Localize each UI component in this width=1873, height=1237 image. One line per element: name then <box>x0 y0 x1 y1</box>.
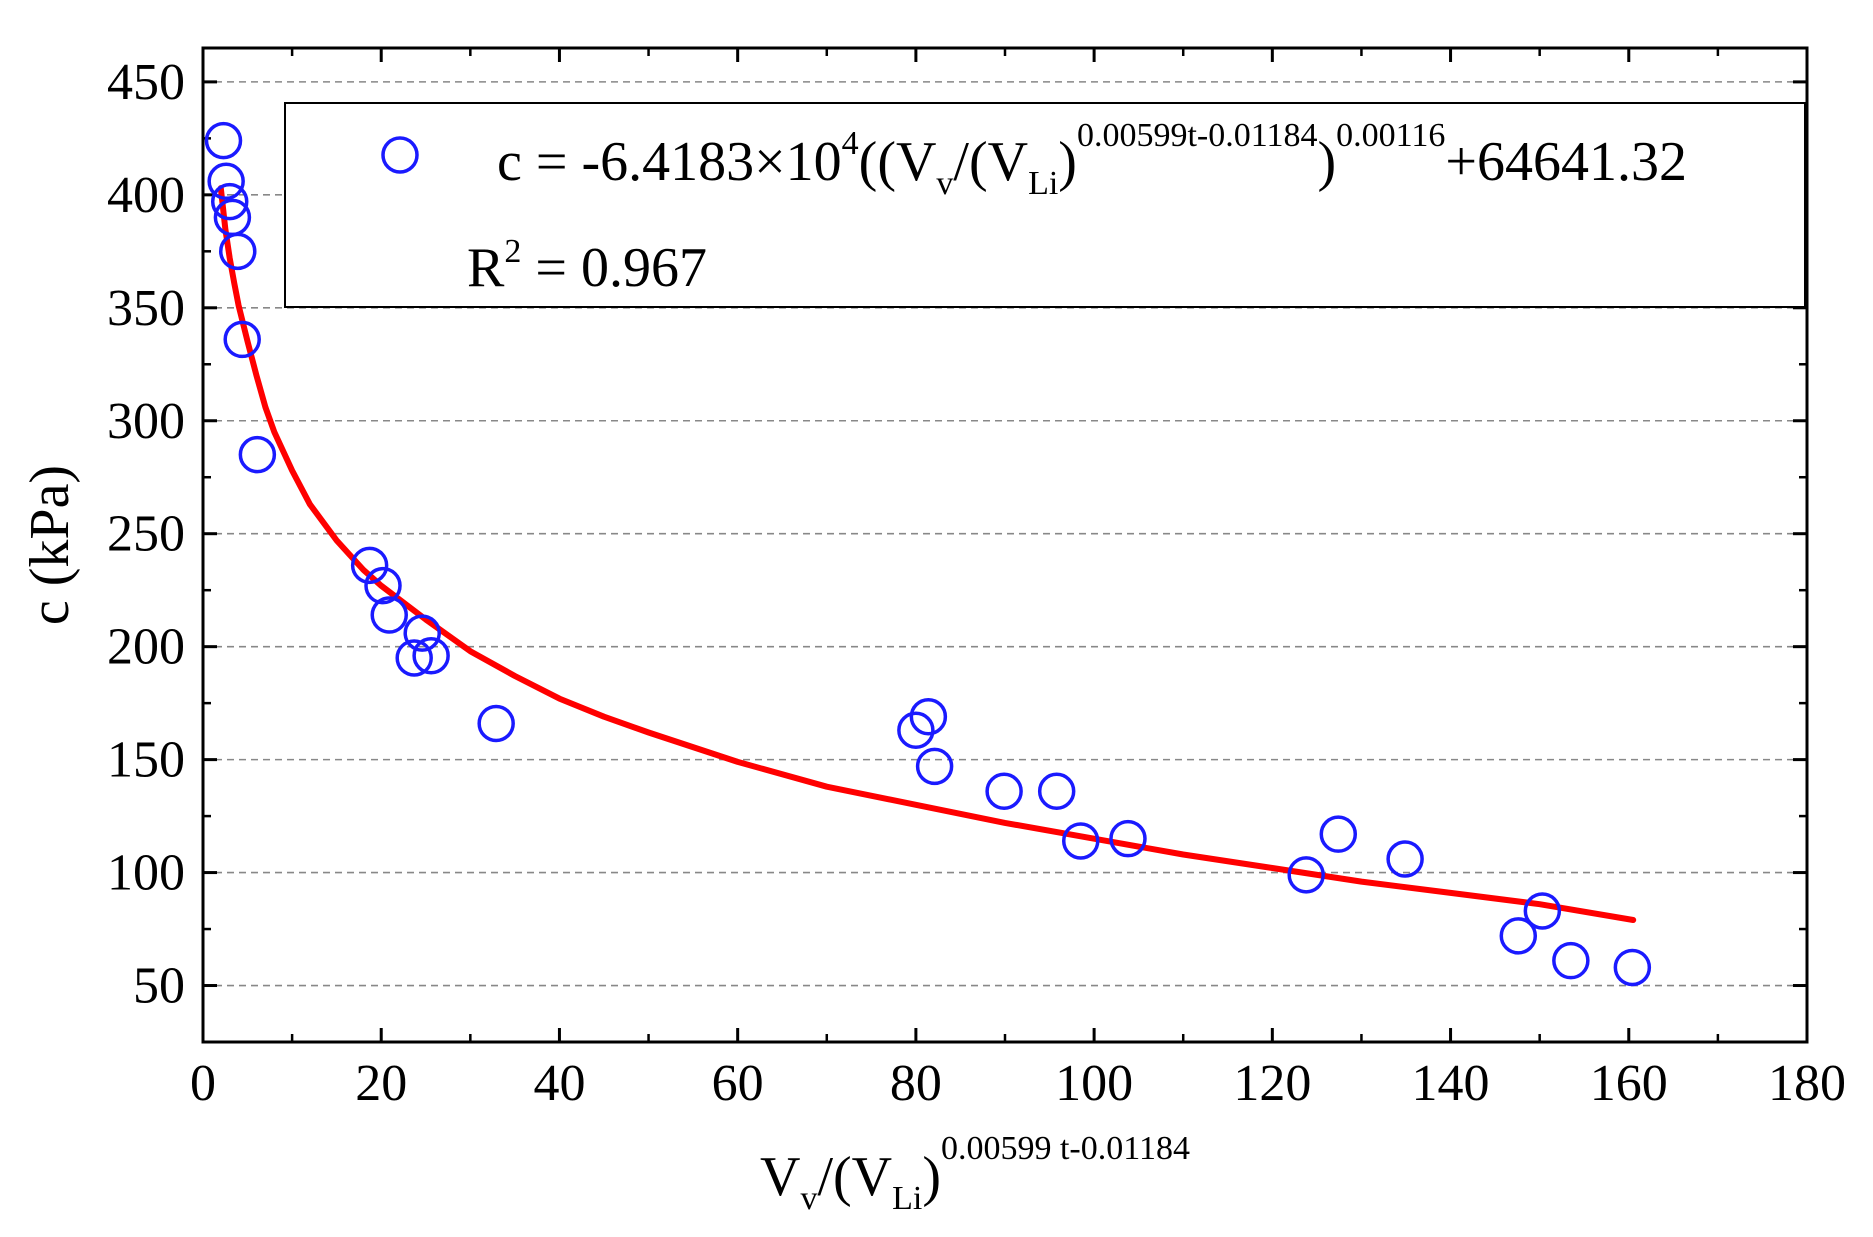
data-point <box>1499 917 1538 955</box>
r2-label: R <box>467 237 505 299</box>
y-tick-label: 150 <box>107 732 185 789</box>
data-point <box>207 162 245 201</box>
data-point <box>1552 941 1590 980</box>
data-point <box>219 232 257 271</box>
x-axis-title: Vv/(VLi)0.00599 t-0.01184 <box>760 1130 1190 1217</box>
eq-exp2: 0.00116 <box>1336 117 1445 154</box>
xlabel-close: ) <box>922 1146 941 1208</box>
eq-open: ((V <box>859 131 937 193</box>
data-point <box>204 121 243 160</box>
data-points <box>204 121 1652 987</box>
legend-r2: R2 = 0.967 <box>467 233 707 299</box>
data-point <box>395 639 433 677</box>
y-tick-label: 350 <box>107 280 185 337</box>
x-tick-label: 60 <box>712 1055 764 1112</box>
y-tick-label: 50 <box>133 958 185 1015</box>
eq-close1: ) <box>1058 131 1077 193</box>
data-point <box>909 697 948 736</box>
x-axis-ticks: 0 20 40 60 80 100 120 140 160 180 <box>190 48 1846 1112</box>
y-axis-ticks: 50 100 150 200 250 300 350 400 450 <box>107 54 1807 1015</box>
data-point <box>1109 819 1147 858</box>
data-point <box>1523 892 1562 930</box>
r2-exp: 2 <box>504 233 521 270</box>
data-point <box>1613 948 1652 987</box>
data-point <box>223 320 261 359</box>
xlabel-mid: /(V <box>817 1146 892 1208</box>
data-point <box>412 636 450 675</box>
x-tick-label: 40 <box>533 1055 585 1112</box>
x-tick-label: 180 <box>1768 1055 1846 1112</box>
data-point <box>1319 815 1358 853</box>
data-point <box>1287 856 1325 894</box>
r2-value: = 0.967 <box>521 237 707 299</box>
xlabel-exponent: 0.00599 t-0.01184 <box>941 1130 1190 1167</box>
data-point <box>1386 840 1424 878</box>
eq-sub-li: Li <box>1028 165 1058 202</box>
y-tick-label: 250 <box>107 506 185 563</box>
x-tick-label: 160 <box>1590 1055 1668 1112</box>
xlabel-base: V <box>760 1146 800 1208</box>
eq-close2: ) <box>1317 131 1336 193</box>
legend-equation: c = -6.4183×104((Vv/(VLi)0.00599t-0.0118… <box>497 117 1687 202</box>
data-point <box>364 566 402 605</box>
data-point <box>985 772 1023 810</box>
x-tick-label: 120 <box>1233 1055 1311 1112</box>
eq-tail: +64641.32 <box>1445 131 1687 193</box>
data-point <box>897 711 935 749</box>
eq-lead: c = -6.4183×10 <box>497 131 842 193</box>
data-point <box>477 704 515 743</box>
fit-curve-group <box>217 185 1637 923</box>
data-point <box>1061 822 1100 860</box>
data-point <box>403 614 441 652</box>
y-tick-label: 300 <box>107 393 185 450</box>
y-tick-label: 400 <box>107 167 185 224</box>
legend: c = -6.4183×104((Vv/(VLi)0.00599t-0.0118… <box>284 102 1806 308</box>
xlabel-sub-v: v <box>800 1180 817 1217</box>
data-point <box>1037 772 1076 810</box>
x-tick-label: 80 <box>890 1055 942 1112</box>
y-tick-label: 200 <box>107 619 185 676</box>
eq-sub-v: v <box>936 165 953 202</box>
x-tick-label: 0 <box>190 1055 216 1112</box>
x-tick-label: 140 <box>1412 1055 1490 1112</box>
data-point <box>350 546 389 585</box>
y-axis-title: c (kPa) <box>19 465 81 625</box>
eq-exp1: 0.00599t-0.01184 <box>1077 117 1318 154</box>
eq-exp4: 4 <box>842 125 859 162</box>
data-point <box>210 182 249 221</box>
x-tick-label: 20 <box>355 1055 407 1112</box>
legend-marker-icon <box>381 136 419 174</box>
xlabel-sub-li: Li <box>892 1180 922 1217</box>
y-tick-label: 450 <box>107 54 185 111</box>
x-tick-label: 100 <box>1055 1055 1133 1112</box>
eq-mid: /(V <box>953 131 1028 193</box>
y-tick-label: 100 <box>107 845 185 902</box>
fit-curve <box>217 185 1637 923</box>
data-point <box>370 596 408 634</box>
plot-frame <box>201 46 1809 1044</box>
data-point <box>915 747 954 786</box>
data-point <box>238 435 277 474</box>
legend-box <box>284 102 1806 308</box>
